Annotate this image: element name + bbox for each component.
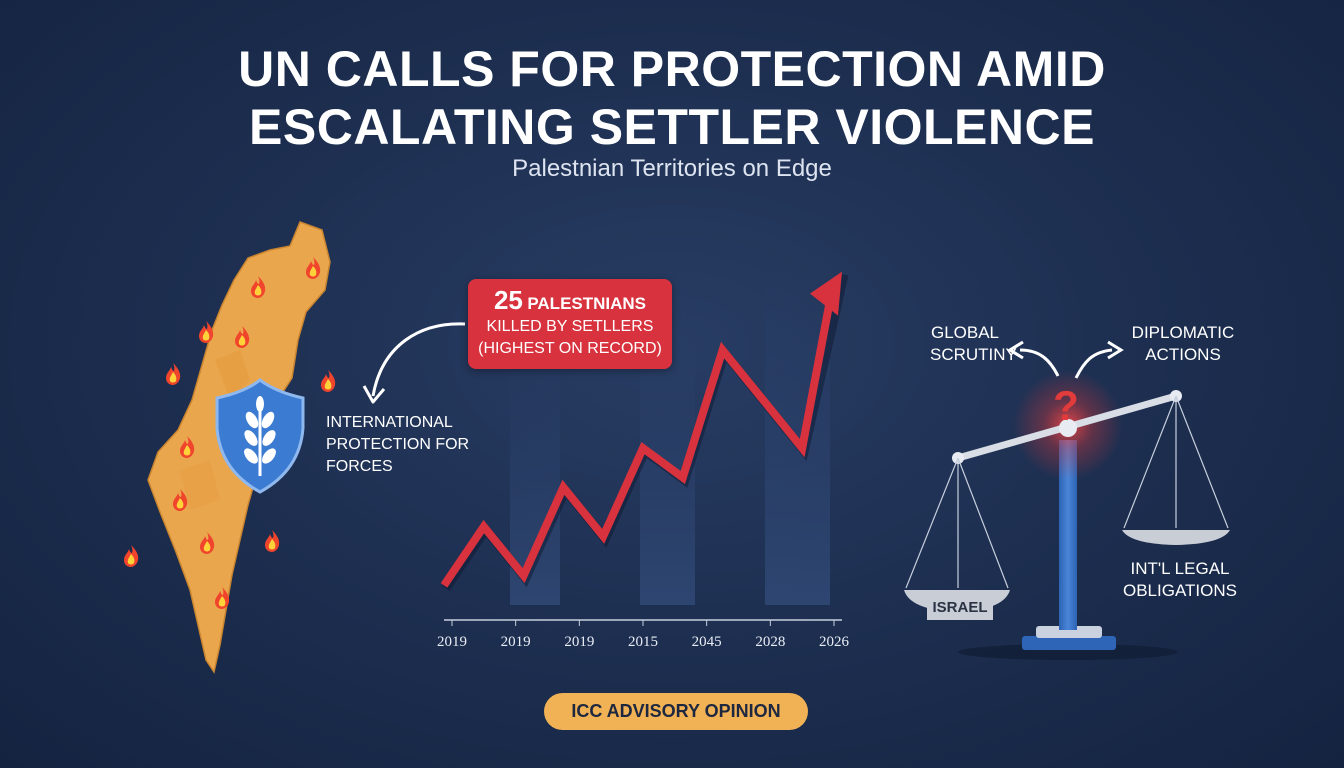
- diplomatic-line-1: DIPLOMATIC: [1131, 323, 1235, 342]
- protection-line-1: INTERNATIONAL: [326, 414, 453, 431]
- fire-icon: [199, 321, 214, 343]
- callout-line-2: KILLED BY SETLLERS: [486, 318, 654, 335]
- chart-year-label: 2045: [691, 634, 722, 650]
- chart-year-label: 2019: [500, 634, 531, 650]
- fire-icon: [166, 363, 181, 385]
- subtitle: Palestnian Territories on Edge: [512, 155, 832, 182]
- legal-line-1: INT'L LEGAL: [1130, 559, 1230, 578]
- chart-year-label: 2028: [755, 634, 786, 650]
- fire-icon: [124, 545, 139, 567]
- chart-year-label: 2015: [628, 634, 658, 650]
- curved-arrow-icon: [362, 322, 466, 404]
- chart-series: [440, 271, 849, 591]
- balance-scale-icon: [904, 340, 1230, 660]
- israel-label: ISRAEL: [927, 596, 993, 620]
- chart-arrowhead: [810, 271, 842, 316]
- chart-year-label: 2019: [437, 634, 467, 650]
- callout-line-1: PALESTNIANS: [527, 294, 647, 313]
- diplomatic-actions-label: DIPLOMATIC ACTIONS: [1128, 322, 1238, 366]
- chart-line: [440, 288, 836, 588]
- legal-line-2: OBLIGATIONS: [1123, 581, 1237, 600]
- fire-icon: [321, 370, 336, 392]
- fire-icon: [265, 530, 280, 552]
- question-mark: ?: [1053, 382, 1079, 429]
- shield-wheat-icon: [215, 378, 305, 494]
- statistic-callout: 25 PALESTNIANS KILLED BY SETLLERS (HIGHE…: [468, 279, 672, 369]
- diplomatic-line-2: ACTIONS: [1145, 345, 1221, 364]
- callout-line-3: (HIGHEST ON RECORD): [478, 340, 662, 357]
- protection-line-3: FORCES: [326, 458, 393, 475]
- callout-number: 25: [493, 285, 523, 315]
- chart-year-label: 2026: [819, 634, 849, 650]
- protection-label: INTERNATIONAL PROTECTION FOR FORCES: [326, 412, 469, 478]
- legal-obligations-label: INT'L LEGAL OBLIGATIONS: [1120, 558, 1240, 602]
- global-line-2: SCRUTINY: [930, 345, 1017, 364]
- global-scrutiny-label: GLOBAL SCRUTINY: [930, 322, 1017, 366]
- chart-year-label: 2019: [564, 634, 595, 650]
- protection-line-2: PROTECTION FOR: [326, 436, 470, 453]
- headline: UN CALLS FOR PROTECTION AMID ESCALATING …: [0, 40, 1344, 156]
- global-line-1: GLOBAL: [930, 323, 1000, 342]
- headline-line-1: UN CALLS FOR PROTECTION AMID: [238, 41, 1106, 97]
- icc-advisory-pill: ICC ADVISORY OPINION: [544, 693, 808, 730]
- headline-line-2: ESCALATING SETTLER VIOLENCE: [249, 99, 1095, 155]
- chart-ticks: [451, 620, 835, 626]
